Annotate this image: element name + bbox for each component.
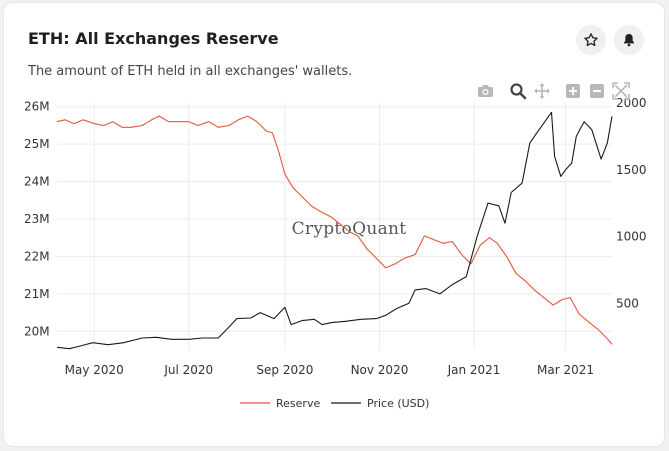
grid: [57, 103, 612, 350]
zoom-out-icon[interactable]: [590, 84, 604, 98]
legend: Reserve Price (USD): [240, 397, 429, 410]
y-right-tick-label: 1000: [616, 230, 647, 244]
y-left-tick-label: 23M: [24, 212, 50, 226]
x-tick-label: Jan 2021: [447, 363, 501, 377]
legend-item-reserve[interactable]: Reserve: [240, 397, 320, 410]
alert-button[interactable]: [614, 25, 644, 55]
price-line: [56, 111, 613, 350]
y-left-tick-label: 20M: [24, 324, 50, 338]
x-tick-label: Sep 2020: [256, 363, 313, 377]
bell-icon: [624, 34, 634, 47]
x-tick-label: Mar 2021: [537, 363, 594, 377]
legend-item-price[interactable]: Price (USD): [331, 397, 429, 410]
chart-card: ETH: All Exchanges Reserve The amount of…: [3, 2, 665, 447]
y-left-tick-label: 26M: [24, 100, 50, 114]
series-layer: [56, 111, 613, 350]
zoom-icon[interactable]: [510, 83, 527, 100]
y-left-tick-label: 21M: [24, 287, 50, 301]
y-right-tick-label: 2000: [616, 96, 647, 110]
modebar: [478, 82, 630, 100]
chart-subtitle: The amount of ETH held in all exchanges'…: [28, 64, 353, 79]
camera-icon[interactable]: [478, 85, 493, 97]
y-right-tick-label: 1500: [616, 163, 647, 177]
pan-icon[interactable]: [534, 83, 550, 99]
zoom-in-icon[interactable]: [566, 84, 580, 98]
y-left-tick-label: 24M: [24, 175, 50, 189]
legend-label-price: Price (USD): [367, 397, 429, 410]
y-left-tick-label: 22M: [24, 249, 50, 263]
x-tick-label: Jul 2020: [163, 363, 213, 377]
legend-label-reserve: Reserve: [276, 397, 320, 410]
star-icon: [584, 33, 598, 47]
chart-title: ETH: All Exchanges Reserve: [28, 29, 279, 48]
x-tick-label: May 2020: [65, 363, 124, 377]
y-left-tick-label: 25M: [24, 137, 50, 151]
favorite-button[interactable]: [576, 25, 606, 55]
watermark: CryptoQuant: [292, 219, 407, 239]
y-right-tick-label: 500: [616, 296, 639, 310]
autoscale-icon[interactable]: [612, 82, 630, 100]
reserve-line: [56, 115, 613, 345]
x-tick-label: Nov 2020: [351, 363, 409, 377]
axis-layer: May 2020 Jul 2020 Sep 2020 Nov 2020 Jan 2021…: [24, 96, 647, 377]
